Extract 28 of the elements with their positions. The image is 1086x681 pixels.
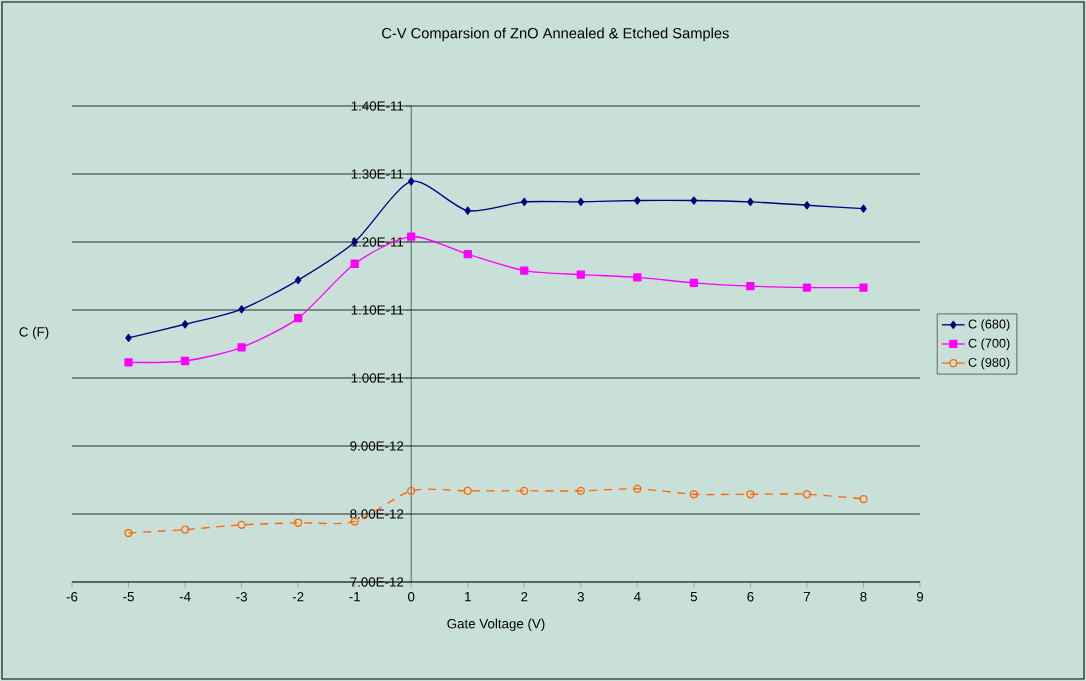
legend-label: C (680) xyxy=(968,319,1010,332)
x-tick-label: 8 xyxy=(860,592,867,602)
x-tick-label: 5 xyxy=(690,592,698,602)
x-tick-label: 6 xyxy=(747,592,754,602)
y-tick-label: 1.30E-11 xyxy=(351,169,404,179)
x-tick-label: -5 xyxy=(123,592,134,602)
chart-title: C-V Comparsion of ZnO Annealed & Etched Samples xyxy=(382,27,729,42)
legend-label: C (980) xyxy=(968,357,1010,370)
x-tick-label: -2 xyxy=(292,592,304,602)
y-tick-label: 1.00E-11 xyxy=(351,373,404,383)
x-tick-label: 3 xyxy=(577,592,584,602)
x-tick-label: 4 xyxy=(633,592,641,602)
x-tick-label: -6 xyxy=(66,592,78,602)
x-tick-label: -1 xyxy=(349,592,360,602)
x-tick-label: 9 xyxy=(916,592,924,602)
y-tick-label: 1.10E-11 xyxy=(351,305,404,315)
legend-label: C (700) xyxy=(968,338,1010,351)
x-tick-label: 1 xyxy=(465,592,471,602)
x-tick-label: 0 xyxy=(408,592,415,602)
x-tick-label: 2 xyxy=(521,592,528,602)
y-axis-title: C (F) xyxy=(19,326,49,340)
x-tick-label: 7 xyxy=(803,592,810,602)
y-tick-label: 9.00E-12 xyxy=(350,441,404,451)
x-tick-label: -3 xyxy=(236,592,247,602)
y-tick-label: 8.00E-12 xyxy=(350,509,404,519)
x-tick-label: -4 xyxy=(179,592,191,602)
x-axis-title: Gate Voltage (V) xyxy=(447,618,545,632)
y-tick-label: 1.40E-11 xyxy=(351,101,404,111)
